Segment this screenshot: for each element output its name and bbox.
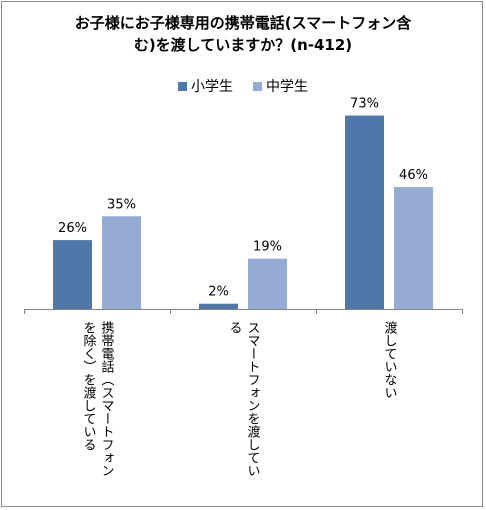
data-label: 46% (399, 168, 428, 183)
bar-elementary-1 (199, 303, 238, 309)
data-label: 73% (350, 97, 379, 112)
category-label: スマートフォンを渡してい (245, 321, 261, 477)
legend-swatch-elementary (178, 81, 187, 91)
data-label: 35% (107, 197, 136, 212)
legend-swatch-junior-high (253, 81, 262, 91)
category-label: 携帯電話（スマートフォン (99, 320, 115, 477)
bar-junior-high-2 (394, 187, 433, 309)
category-label: 渡していない (382, 320, 398, 399)
bar-elementary-2 (345, 115, 384, 309)
data-label: 19% (253, 240, 282, 255)
category-label: を除く）を渡している (81, 321, 97, 451)
chart-title-line-1: お子様にお子様専用の携帯電話(スマートフォン含 (74, 14, 412, 32)
data-label: 2% (208, 285, 229, 300)
legend-label-elementary: 小学生 (191, 79, 233, 95)
chart-legend: 小学生 中学生 (0, 76, 486, 96)
bar-junior-high-0 (102, 216, 141, 309)
legend-label-junior-high: 中学生 (266, 79, 308, 95)
chart-title: お子様にお子様専用の携帯電話(スマートフォン含 む)を渡していますか？(n-41… (0, 12, 486, 56)
data-label: 26% (58, 221, 87, 236)
legend-item-junior-high: 中学生 (253, 76, 308, 96)
category-label: る (227, 321, 242, 334)
chart-title-line-2: む)を渡していますか？(n-412) (133, 36, 353, 54)
bar-elementary-0 (53, 240, 92, 309)
bar-junior-high-1 (248, 258, 287, 309)
legend-item-elementary: 小学生 (178, 76, 233, 96)
